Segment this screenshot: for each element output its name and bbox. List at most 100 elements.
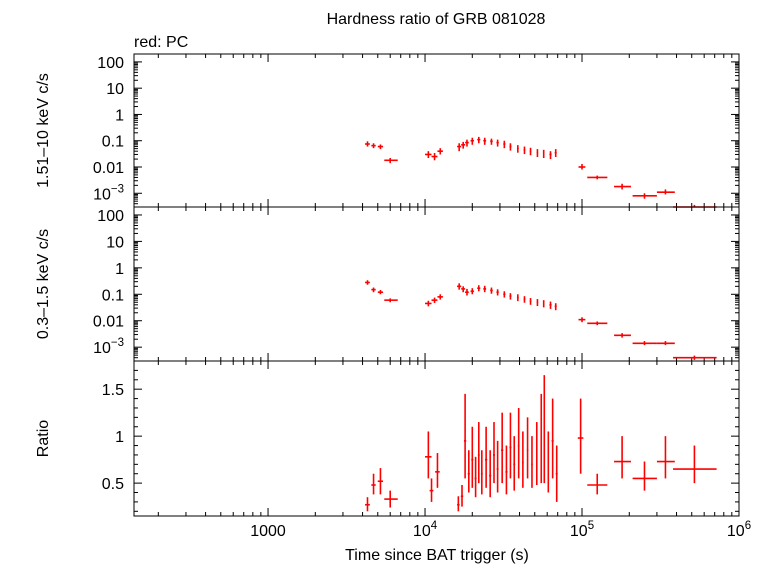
data-point (490, 138, 493, 145)
data-point (437, 294, 443, 300)
x-tick-label: 1000 (250, 523, 286, 540)
data-point (529, 298, 532, 305)
data-point (543, 375, 546, 484)
chart-title: Hardness ratio of GRB 081028 (327, 11, 546, 28)
data-point (425, 300, 432, 307)
x-tick-label: 106 (727, 520, 751, 540)
data-point (587, 175, 608, 180)
data-point (632, 341, 657, 346)
data-point (429, 478, 434, 502)
data-point (656, 189, 675, 195)
data-point (614, 183, 631, 190)
data-point (656, 341, 675, 346)
y-tick-label: 1 (115, 429, 124, 446)
data-point (526, 417, 529, 479)
data-point (632, 461, 657, 491)
data-point (437, 148, 443, 155)
data-point (555, 445, 558, 502)
data-point (496, 139, 499, 147)
y-tick-label: 100 (97, 55, 124, 72)
data-point (536, 149, 539, 158)
x-tick-label: 104 (413, 520, 438, 540)
data-point (457, 283, 462, 290)
data-point (483, 137, 487, 145)
data-point (474, 456, 477, 498)
y-axis-label: 0.3–1.5 keV c/s (35, 229, 52, 339)
x-axis-label: Time since BAT trigger (s) (345, 547, 529, 564)
data-point (549, 301, 552, 309)
data-point (483, 285, 487, 293)
y-axis-label: Ratio (35, 420, 52, 457)
data-point (490, 287, 493, 294)
data-point (477, 285, 481, 292)
data-point (365, 497, 370, 512)
data-point (485, 426, 488, 488)
x-tick-label: 105 (570, 520, 594, 540)
data-point (477, 136, 481, 144)
y-tick-label: 1.5 (102, 382, 124, 399)
y-tick-label: 1 (115, 107, 124, 124)
data-point (384, 157, 398, 164)
data-point (461, 141, 466, 149)
data-point (431, 297, 438, 303)
data-point (656, 436, 675, 479)
data-point (384, 490, 398, 508)
data-point (467, 450, 470, 493)
y-tick-label: 0.01 (93, 160, 124, 177)
y-tick-label: 0.5 (102, 476, 124, 493)
data-point (457, 143, 462, 152)
data-point (542, 149, 545, 158)
data-point (463, 393, 467, 479)
data-point (509, 293, 512, 300)
data-point (470, 288, 474, 295)
data-point (517, 407, 520, 479)
data-point (505, 445, 508, 495)
data-point (503, 140, 506, 149)
data-point (535, 422, 538, 485)
data-point (503, 291, 506, 298)
data-point (435, 453, 440, 488)
panel-ratio: 0.5 1 1.5 Ratio (35, 360, 740, 517)
data-point (549, 151, 552, 160)
y-tick-label: 0.1 (102, 134, 124, 151)
data-point (471, 426, 474, 488)
y-tick-label: 10−3 (93, 183, 124, 203)
data-point (425, 431, 432, 479)
y-tick-label: 10 (106, 81, 124, 98)
data-point (431, 153, 438, 161)
data-point (523, 146, 526, 155)
data-point (425, 151, 432, 158)
panel-soft-band: 100 10 1 0.1 0.01 10−3 0.3–1.5 keV c/s (35, 206, 740, 362)
data-point (365, 141, 370, 147)
data-point (516, 145, 519, 153)
data-point (492, 422, 495, 484)
data-point (496, 289, 499, 296)
data-point (513, 436, 516, 491)
data-point (554, 303, 557, 311)
data-point (384, 298, 398, 303)
data-point (461, 286, 466, 293)
data-point (509, 143, 512, 151)
data-point (470, 137, 474, 145)
plot-frame (133, 206, 740, 362)
data-point (673, 355, 717, 360)
data-point (614, 333, 631, 338)
data-point (587, 321, 608, 326)
data-point (477, 422, 480, 484)
data-point (673, 445, 717, 484)
y-tick-label: 10 (106, 234, 124, 251)
data-point (489, 450, 492, 498)
data-point (536, 299, 539, 307)
data-point (371, 287, 376, 293)
data-point (501, 412, 504, 484)
data-point (465, 288, 469, 296)
plot-frame (133, 53, 740, 208)
data-point (587, 473, 608, 495)
data-point (365, 280, 370, 285)
data-point (516, 294, 519, 302)
data-point (457, 496, 460, 512)
data-point (371, 143, 376, 149)
data-point (542, 300, 545, 308)
data-point (496, 440, 499, 493)
